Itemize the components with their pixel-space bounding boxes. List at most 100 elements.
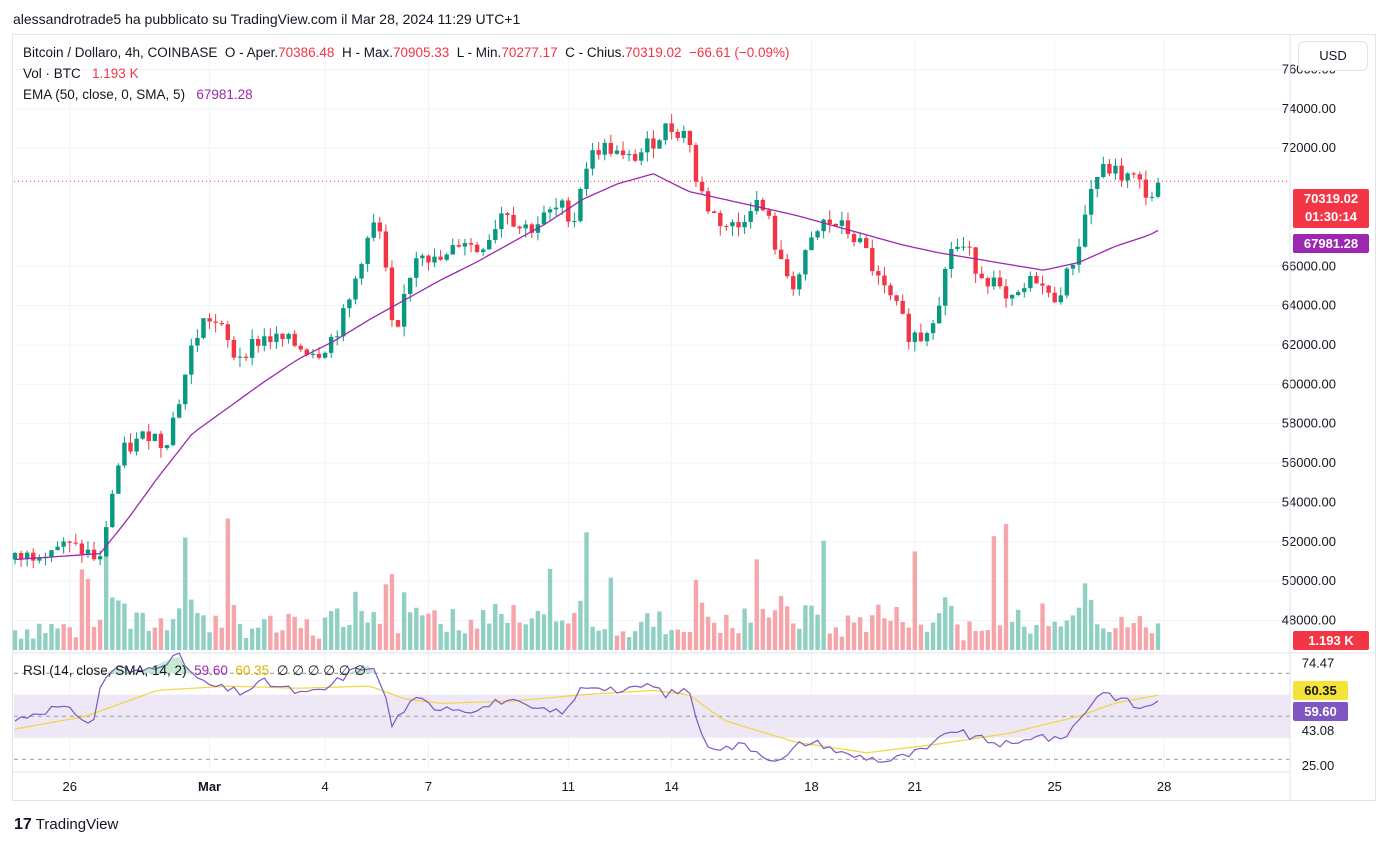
candle-body [1101,164,1106,178]
candle-body [225,324,230,340]
volume-bar [1101,628,1106,650]
candle-body [681,130,686,138]
volume-bar [584,532,589,650]
candle-body [833,223,838,226]
candle-body [158,433,164,449]
volume-bar [383,584,389,650]
price-axis-label: 50000.00 [1282,573,1336,588]
candle-body [876,271,881,276]
candle-body [1125,173,1130,181]
volume-bar [262,619,267,650]
volume-bar [110,597,115,650]
time-axis-label: 4 [321,779,328,794]
candle-body [444,254,449,260]
candle-body [1076,246,1082,265]
symbol-label[interactable]: Bitcoin / Dollaro, 4h, COINBASE [23,45,218,60]
candle-body [359,263,364,279]
candle-body [389,267,395,321]
volume-bar [1095,624,1100,650]
volume-bar [645,613,650,650]
candle-body [614,150,620,154]
candle-body [256,339,261,346]
volume-bar [712,622,717,650]
volume-bar [1070,615,1076,650]
volume-bar [663,634,668,650]
rsi-line [14,652,1159,763]
candle-body [936,305,942,324]
rsi-label[interactable]: RSI (14, close, SMA, 14, 2) [23,663,187,678]
price-axis-label: 48000.00 [1282,612,1336,627]
candle-body [219,322,224,325]
candle-body [122,442,127,466]
candle-body [584,168,589,190]
volume-bar [505,622,510,650]
volume-value: 1.193 K [92,66,139,81]
tradingview-logo-mark: 17 [14,816,32,833]
candle-body [553,207,559,210]
candle-body [839,220,845,226]
volume-bar [1149,633,1155,650]
candle-body [918,332,924,342]
volume-bar [620,631,626,650]
time-axis-label: 7 [425,779,432,794]
candle-body [176,404,182,418]
candle-body [845,220,851,235]
candle-body [335,336,340,338]
volume-bar [304,619,310,650]
volume-bar [353,591,358,650]
candle-body [1137,174,1142,180]
volume-bar [335,608,340,650]
candle-body [292,333,297,346]
candle-body [383,231,389,268]
volume-bar [748,622,753,650]
candle-body [949,248,954,269]
candle-body [797,274,802,290]
tradingview-logo[interactable]: 17 TradingView [14,816,118,834]
candle-body [1009,295,1015,299]
volume-bar [432,610,437,650]
volume-bar [480,610,486,650]
candle-body [420,255,425,259]
candle-body [511,214,516,227]
candle-body [997,277,1003,287]
volume-bar [760,608,766,650]
price-axis-label: 52000.00 [1282,534,1336,549]
candle-body [651,138,656,149]
candle-body [754,199,759,212]
volume-bar [1003,524,1009,650]
candle-body [249,339,255,358]
candle-body [170,417,176,446]
candle-body [328,336,334,353]
volume-bar [675,629,680,650]
volume-bar [839,636,845,650]
candle-body [164,445,170,449]
volume-bar [73,637,78,650]
ema-label[interactable]: EMA (50, close, 0, SMA, 5) [23,87,186,102]
chart-frame [12,34,1376,801]
candle-body [632,154,638,161]
volume-bar [553,621,559,650]
volume-bar [201,615,206,650]
candle-body [480,249,486,253]
candle-body [864,238,869,249]
volume-label[interactable]: Vol · BTC [23,66,81,81]
volume-bar [414,607,419,650]
candle-body [505,213,510,215]
currency-button[interactable]: USD [1298,41,1368,71]
volume-bar [845,615,851,650]
volume-bar [590,626,595,650]
candle-body [602,142,607,155]
volume-bar [784,606,790,650]
volume-bar [1052,621,1057,650]
candle-body [79,543,85,555]
low-value: 70277.17 [501,45,558,60]
volume-bar [347,625,352,650]
candle-body [626,154,632,156]
candle-body [201,318,206,338]
candle-body [426,255,431,263]
high-value: 70905.33 [392,45,450,60]
volume-bar [772,610,778,650]
candle-body [821,219,826,232]
candle-body [596,150,601,155]
